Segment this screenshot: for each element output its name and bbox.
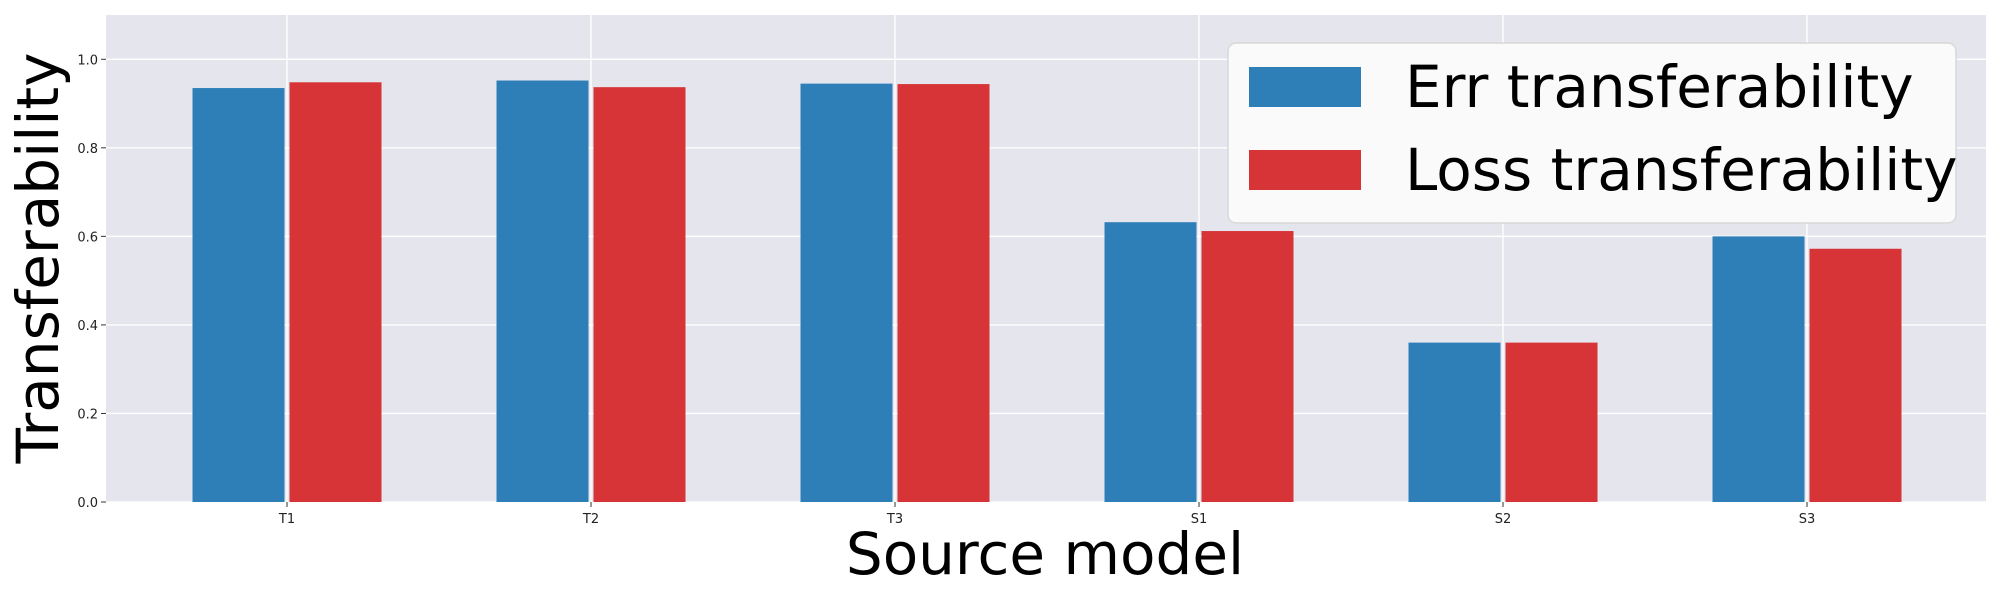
y-tick-label: 1.0 bbox=[77, 53, 98, 68]
bar-err-s3 bbox=[1712, 236, 1805, 502]
bar-err-t1 bbox=[192, 88, 285, 503]
tick-labels: 0.0 0.2 0.4 0.6 0.8 1.0 T1 T2 T3 S1 S2 S3 bbox=[77, 53, 1815, 527]
x-tick-label-t1: T1 bbox=[278, 512, 295, 527]
bar-err-t3 bbox=[800, 83, 893, 502]
bars bbox=[192, 80, 1902, 503]
x-tick-label-s2: S2 bbox=[1495, 512, 1512, 527]
legend-swatch-err bbox=[1249, 67, 1361, 107]
y-tick-label: 0.0 bbox=[77, 496, 98, 511]
x-tick-label-t3: T3 bbox=[886, 512, 903, 527]
legend-label-loss: Loss transferability bbox=[1405, 136, 1957, 204]
y-tick-label: 0.8 bbox=[77, 142, 98, 157]
legend-label-err: Err transferability bbox=[1405, 53, 1914, 121]
y-axis-title: Transferability bbox=[4, 53, 72, 465]
bar-err-t2 bbox=[496, 80, 589, 503]
x-tick-label-s3: S3 bbox=[1799, 512, 1816, 527]
grid-lines bbox=[106, 15, 1986, 503]
bar-loss-t3 bbox=[897, 84, 990, 502]
bar-loss-t1 bbox=[289, 82, 382, 502]
legend: Err transferability Loss transferability bbox=[1227, 42, 1957, 224]
x-axis-title: Source model bbox=[846, 520, 1244, 588]
y-tick-label: 0.4 bbox=[77, 319, 98, 334]
bar-loss-s2 bbox=[1505, 342, 1598, 502]
bar-loss-t2 bbox=[593, 87, 686, 502]
x-tick-label-t2: T2 bbox=[582, 512, 599, 527]
y-tick-label: 0.6 bbox=[77, 230, 98, 245]
y-tick-label: 0.2 bbox=[77, 407, 98, 422]
bar-err-s1 bbox=[1104, 222, 1197, 503]
bar-err-s2 bbox=[1408, 342, 1501, 502]
x-tick-label-s1: S1 bbox=[1191, 512, 1208, 527]
legend-box bbox=[1227, 42, 1957, 224]
bar-loss-s3 bbox=[1809, 248, 1902, 502]
bar-loss-s1 bbox=[1201, 231, 1294, 502]
legend-swatch-loss bbox=[1249, 150, 1361, 190]
